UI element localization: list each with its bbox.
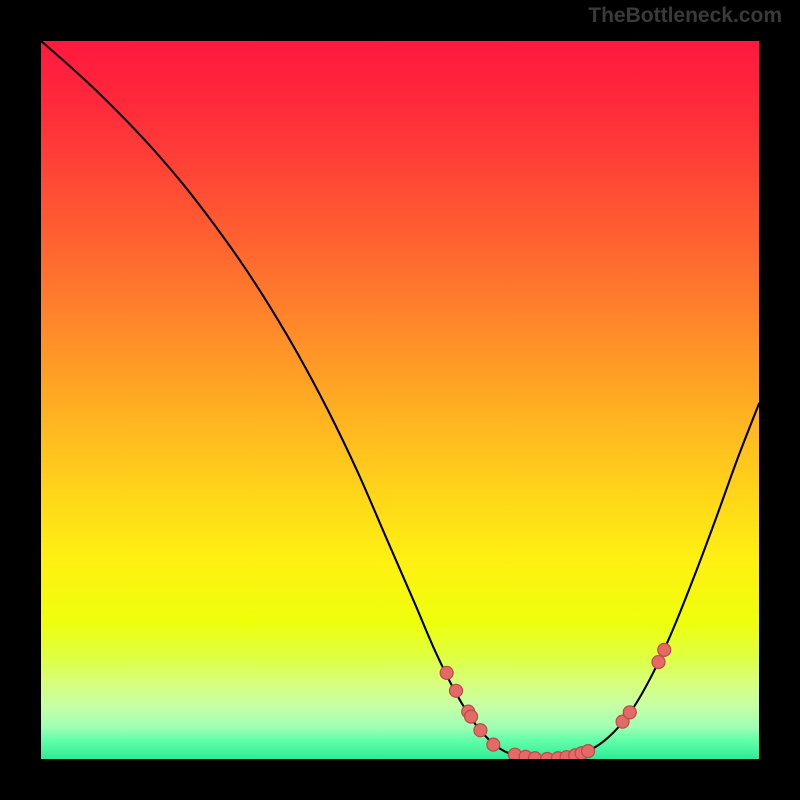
data-marker — [474, 724, 487, 737]
data-marker — [487, 738, 500, 751]
data-marker — [450, 684, 463, 697]
plot-area — [41, 41, 759, 759]
data-marker — [658, 643, 671, 656]
data-marker — [623, 706, 636, 719]
watermark-label: TheBottleneck.com — [588, 4, 782, 28]
bottleneck-curve-chart — [0, 0, 800, 800]
chart-frame: TheBottleneck.com — [0, 0, 800, 800]
data-marker — [440, 666, 453, 679]
data-marker — [465, 710, 478, 723]
data-marker — [652, 656, 665, 669]
data-marker — [582, 745, 595, 758]
